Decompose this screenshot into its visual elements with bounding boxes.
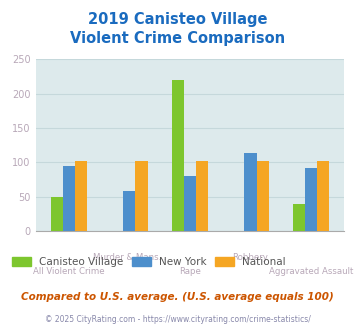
Text: All Violent Crime: All Violent Crime xyxy=(33,267,105,276)
Bar xyxy=(245,153,257,231)
Text: Aggravated Assault: Aggravated Assault xyxy=(269,267,353,276)
Bar xyxy=(293,204,305,231)
Bar xyxy=(135,161,148,231)
Text: 2019 Canisteo Village: 2019 Canisteo Village xyxy=(88,12,267,26)
Bar xyxy=(305,168,317,231)
Bar xyxy=(257,161,269,231)
Bar xyxy=(51,197,63,231)
Bar xyxy=(172,80,184,231)
Bar xyxy=(123,191,135,231)
Bar xyxy=(317,161,329,231)
Text: Robbery: Robbery xyxy=(233,253,268,262)
Text: Compared to U.S. average. (U.S. average equals 100): Compared to U.S. average. (U.S. average … xyxy=(21,292,334,302)
Text: Murder & Mans...: Murder & Mans... xyxy=(93,253,166,262)
Bar xyxy=(63,166,75,231)
Bar xyxy=(184,176,196,231)
Text: © 2025 CityRating.com - https://www.cityrating.com/crime-statistics/: © 2025 CityRating.com - https://www.city… xyxy=(45,315,310,324)
Text: Violent Crime Comparison: Violent Crime Comparison xyxy=(70,31,285,46)
Text: Rape: Rape xyxy=(179,267,201,276)
Bar xyxy=(75,161,87,231)
Bar xyxy=(196,161,208,231)
Legend: Canisteo Village, New York, National: Canisteo Village, New York, National xyxy=(12,257,286,267)
